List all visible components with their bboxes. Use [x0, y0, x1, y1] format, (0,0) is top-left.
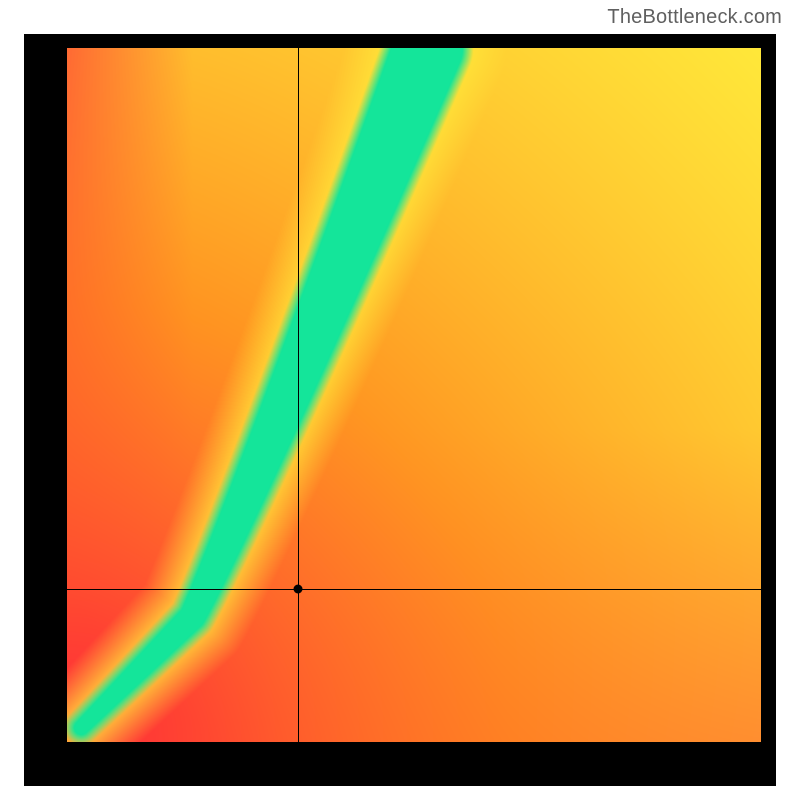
- crosshair-vertical-line: [298, 48, 299, 742]
- crosshair-horizontal-line: [67, 589, 761, 590]
- crosshair-marker-dot: [294, 585, 303, 594]
- watermark-text: TheBottleneck.com: [607, 6, 782, 29]
- chart-outer-frame: [24, 34, 776, 786]
- bottleneck-heatmap: [67, 48, 761, 742]
- heatmap-plot-area: [67, 48, 761, 742]
